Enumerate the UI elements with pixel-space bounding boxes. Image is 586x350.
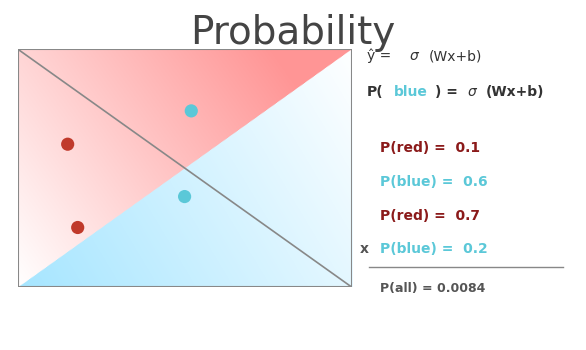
Text: (Wx+b): (Wx+b) [428,49,482,63]
Point [63,141,73,147]
Point [186,108,196,114]
Text: P(blue) =  0.6: P(blue) = 0.6 [380,175,488,189]
Text: P(blue) =  0.2: P(blue) = 0.2 [380,242,488,256]
Text: P(all) = 0.0084: P(all) = 0.0084 [380,282,486,295]
Point [73,225,83,230]
Text: σ: σ [467,85,476,99]
Text: P(red) =  0.7: P(red) = 0.7 [380,209,481,223]
Text: the product of the probabilities of the four points.: the product of the probabilities of the … [38,321,548,339]
Text: P(red) =  0.1: P(red) = 0.1 [380,141,481,155]
Text: ) =: ) = [435,85,458,99]
Text: ŷ =: ŷ = [367,49,391,63]
Text: (Wx+b): (Wx+b) [485,85,544,99]
Text: x: x [360,242,369,256]
Text: P(: P( [367,85,383,99]
Text: Probability: Probability [190,14,396,52]
Text: σ: σ [410,49,419,63]
Point [180,194,189,199]
Text: blue: blue [394,85,428,99]
